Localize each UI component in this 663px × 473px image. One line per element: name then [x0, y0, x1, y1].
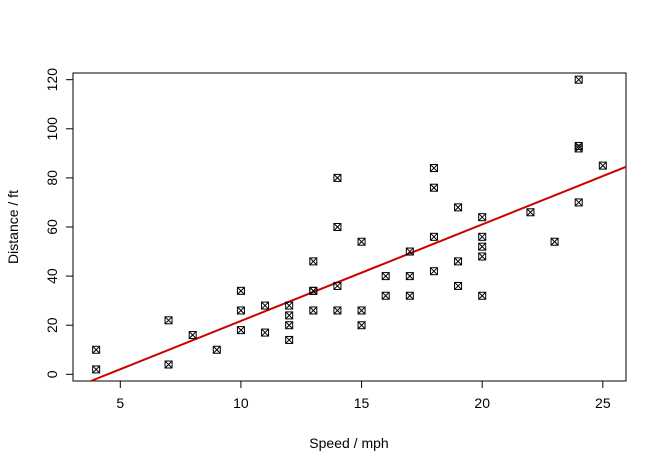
data-point [309, 286, 318, 295]
y-tick-label: 120 [44, 68, 60, 92]
data-point [212, 345, 221, 354]
y-tick-label: 60 [44, 219, 60, 235]
data-point [164, 316, 173, 325]
data-point [478, 291, 487, 300]
data-point [429, 183, 438, 192]
data-point [574, 75, 583, 84]
x-tick-label: 15 [354, 395, 370, 411]
x-tick-label: 20 [474, 395, 490, 411]
data-point [405, 291, 414, 300]
points-layer [92, 75, 607, 374]
data-point [526, 208, 535, 217]
data-point [454, 281, 463, 290]
data-point [574, 198, 583, 207]
data-point [429, 267, 438, 276]
data-point [429, 232, 438, 241]
data-point [357, 321, 366, 330]
data-point [478, 232, 487, 241]
y-tick-label: 80 [44, 170, 60, 186]
data-point [236, 286, 245, 295]
data-point [429, 164, 438, 173]
data-point [236, 306, 245, 315]
y-axis-title: Distance / ft [5, 190, 21, 264]
data-point [357, 237, 366, 246]
x-axis-title: Speed / mph [309, 435, 388, 451]
data-point [188, 331, 197, 340]
data-point [478, 252, 487, 261]
data-point [454, 257, 463, 266]
y-tick-label: 100 [44, 117, 60, 141]
data-point [333, 173, 342, 182]
data-point [261, 301, 270, 310]
data-point [381, 272, 390, 281]
data-point [236, 326, 245, 335]
data-point [405, 247, 414, 256]
data-point [285, 335, 294, 344]
data-point [405, 272, 414, 281]
data-point [333, 223, 342, 231]
data-point [285, 301, 294, 310]
data-point [333, 306, 342, 315]
data-point [309, 257, 318, 266]
data-point [357, 306, 366, 315]
regression-line [90, 165, 627, 382]
plot-frame [72, 72, 627, 382]
data-point [574, 141, 583, 150]
y-tick-label: 0 [44, 370, 60, 378]
data-point [285, 311, 294, 320]
fit-line-layer [90, 165, 627, 382]
y-axis: 0 20 40 60 80 100 120 [44, 68, 73, 378]
x-tick-label: 25 [595, 395, 611, 411]
y-tick-label: 40 [44, 268, 60, 284]
data-point [164, 360, 173, 369]
data-point [333, 281, 342, 290]
x-tick-label: 5 [116, 395, 124, 411]
x-axis: 5 10 15 20 25 [116, 381, 611, 411]
y-tick-label: 20 [44, 317, 60, 333]
data-point [478, 242, 487, 251]
x-tick-label: 10 [233, 395, 249, 411]
data-point [454, 203, 463, 212]
data-point [381, 291, 390, 300]
data-point [598, 161, 607, 170]
data-point [478, 213, 487, 222]
data-point [92, 345, 101, 354]
data-point [261, 328, 270, 337]
data-point [285, 321, 294, 330]
data-point [550, 237, 559, 246]
data-point [309, 306, 318, 315]
data-point [92, 365, 101, 374]
